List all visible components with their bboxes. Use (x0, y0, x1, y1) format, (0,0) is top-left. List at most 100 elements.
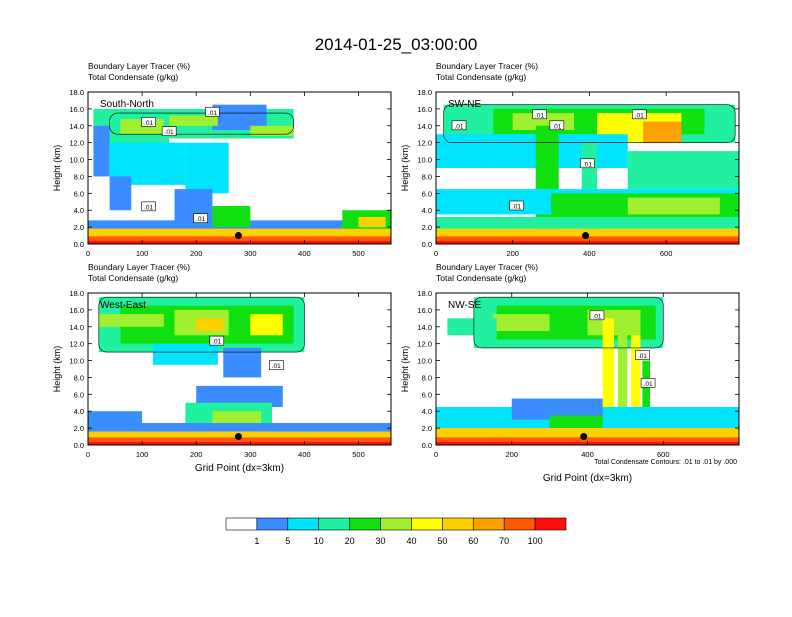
tracer-cell (88, 442, 391, 445)
tracer-cell (109, 176, 132, 211)
y-tick-label: 2.0 (74, 424, 84, 433)
y-tick-label: 8.0 (422, 172, 432, 181)
x-tick-label: 0 (86, 249, 90, 258)
y-tick-label: 12.0 (69, 340, 84, 349)
svg-text:.01: .01 (144, 204, 153, 211)
tracer-cell (93, 125, 110, 177)
panel-4: .01 .01 .01 0.0 2.0 4.0 6.0 8.0 10.0 12.0 14.0 16.0… (400, 262, 740, 484)
y-tick-label: 2.0 (74, 223, 84, 232)
panel-title: South-North (100, 99, 154, 110)
tracer-cell (493, 134, 628, 168)
tracer-cell (436, 236, 739, 244)
y-tick-label: 6.0 (74, 189, 84, 198)
condensate-contour (109, 112, 294, 135)
panel-subtitle: Total Condensate (g/kg) (88, 72, 178, 82)
y-tick-label: 18.0 (417, 88, 432, 97)
y-tick-label: 10.0 (69, 156, 84, 165)
tracer-cell (152, 343, 218, 365)
y-tick-label: 14.0 (417, 323, 432, 332)
x-tick-label: 600 (660, 249, 673, 258)
colorbar-label: 20 (345, 536, 355, 546)
y-tick-label: 12.0 (417, 340, 432, 349)
y-axis-label: Height (km) (400, 346, 410, 393)
shaded-field (436, 296, 739, 445)
tracer-cell (617, 318, 628, 441)
x-axis-label: Grid Point (dx=3km) (195, 463, 284, 474)
svg-text:.01: .01 (635, 112, 644, 119)
tracer-cell (196, 385, 283, 407)
y-tick-label: 14.0 (69, 122, 84, 131)
y-tick-label: 8.0 (74, 172, 84, 181)
y-tick-label: 18.0 (69, 289, 84, 298)
x-tick-label: 200 (506, 249, 519, 258)
colorbar-swatch (411, 517, 443, 531)
tracer-cell (169, 115, 218, 126)
tracer-cell (602, 318, 615, 441)
x-tick-label: 100 (136, 450, 149, 459)
condensate-contour (443, 104, 736, 143)
colorbar-swatch (318, 517, 350, 531)
panels: .01 .01 .01 .01 .01 0.0 2.0 4.0 6.0 8.0 10.0 12.0 14… (52, 61, 740, 484)
y-tick-label: 12.0 (417, 139, 432, 148)
contour-label: .01 (161, 126, 177, 136)
location-marker (582, 232, 590, 240)
colorbar-label: 1 (254, 536, 259, 546)
tracer-cell (642, 360, 650, 441)
svg-text:.01: .01 (144, 120, 153, 127)
tracer-cell (492, 314, 550, 331)
tracer-cell (627, 197, 720, 215)
contour-label: .01 (640, 378, 656, 388)
contour-label: .01 (193, 213, 208, 223)
contour-label: .01 (141, 201, 156, 211)
y-tick-label: 14.0 (417, 122, 432, 131)
plot-frame (87, 91, 392, 245)
tracer-cell (98, 314, 164, 327)
contour-label: .01 (141, 117, 156, 127)
plot-frame (87, 292, 392, 446)
panel-subtitle: Boundary Layer Tracer (%) (88, 262, 190, 272)
tracer-cell (185, 142, 229, 194)
x-tick-label: 0 (434, 249, 438, 258)
y-tick-label: 6.0 (422, 390, 432, 399)
y-axis-label: Height (km) (52, 145, 62, 192)
y-tick-label: 0.0 (74, 240, 84, 249)
y-tick-label: 4.0 (422, 407, 432, 416)
tracer-cell (436, 241, 739, 244)
tracer-cell (631, 335, 641, 441)
colorbar-swatch (442, 517, 474, 531)
contour-label: .01 (268, 360, 284, 370)
svg-text:.01: .01 (208, 110, 217, 117)
panel-3: .01 .01 0.0 2.0 4.0 6.0 8.0 10.0 12.0 14.0 16.0 18.… (52, 262, 392, 474)
x-tick-label: 0 (86, 450, 90, 459)
y-tick-label: 0.0 (422, 441, 432, 450)
panel-subtitle: Boundary Layer Tracer (%) (436, 262, 538, 272)
tracer-cell (358, 216, 386, 228)
panel-subtitle: Boundary Layer Tracer (%) (436, 61, 538, 71)
contour-label: .01 (631, 109, 647, 119)
tracer-cell (88, 423, 391, 432)
tracer-cell (447, 318, 497, 336)
x-tick-label: 400 (298, 249, 311, 258)
location-marker (580, 433, 588, 441)
colorbar-swatch (503, 517, 536, 531)
panel-subtitle: Total Condensate (g/kg) (436, 273, 526, 283)
tracer-cell (627, 151, 739, 190)
x-tick-label: 300 (244, 249, 257, 258)
tracer-cell (88, 437, 391, 445)
svg-text:.01: .01 (512, 204, 521, 211)
contour-label: .01 (509, 200, 524, 211)
svg-text:.01: .01 (196, 216, 205, 223)
x-tick-label: 300 (244, 450, 257, 459)
y-tick-label: 0.0 (422, 240, 432, 249)
contour-label: .01 (209, 335, 225, 346)
x-tick-label: 200 (505, 450, 518, 459)
svg-text:.01: .01 (583, 161, 592, 168)
tracer-cell (196, 318, 224, 331)
x-tick-label: 400 (583, 249, 596, 258)
panel-subtitle: Total Condensate (g/kg) (88, 273, 178, 283)
y-axis-label: Height (km) (400, 145, 410, 192)
svg-text:.01: .01 (165, 129, 174, 136)
y-tick-label: 16.0 (69, 306, 84, 315)
tracer-cell (436, 134, 494, 168)
svg-text:.01: .01 (454, 123, 463, 130)
